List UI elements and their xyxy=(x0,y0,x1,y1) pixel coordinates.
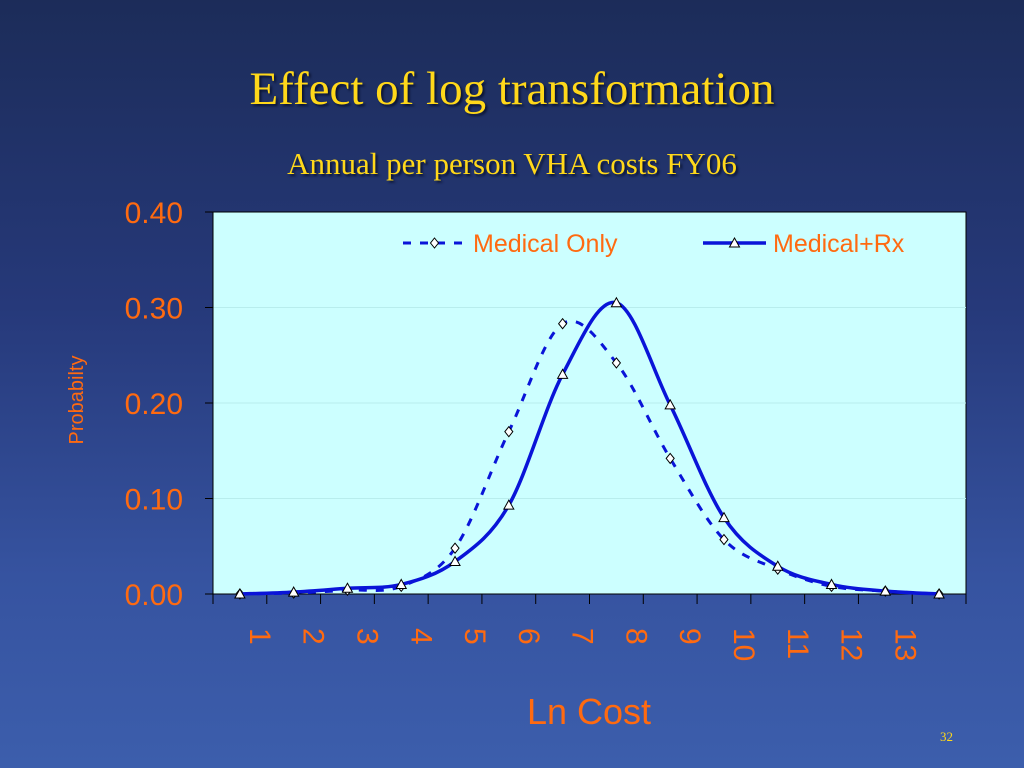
slide-subtitle: Annual per person VHA costs FY06 xyxy=(287,146,737,181)
x-tick-label: 2 xyxy=(297,628,330,645)
data-point-medical-rx xyxy=(502,499,515,510)
data-point-medical-only xyxy=(557,317,568,330)
x-tick-label: 11 xyxy=(781,628,814,659)
data-point-medical-rx xyxy=(664,398,677,410)
data-point-medical-rx xyxy=(234,587,246,599)
data-point-medical-only xyxy=(504,425,514,438)
y-tick-label: 0.30 xyxy=(125,293,183,326)
x-tick-label: 5 xyxy=(458,628,491,645)
x-tick-label: 10 xyxy=(727,628,760,661)
x-tick-label: 9 xyxy=(673,628,706,645)
data-point-medical-rx xyxy=(556,368,569,379)
data-point-medical-rx xyxy=(449,555,461,567)
data-point-medical-rx xyxy=(341,582,354,593)
x-tick-label: 7 xyxy=(566,628,599,645)
x-tick-label: 8 xyxy=(619,628,652,645)
data-point-medical-rx xyxy=(718,511,730,523)
data-point-medical-rx xyxy=(879,585,892,596)
y-tick-label: 0.00 xyxy=(125,579,183,612)
data-point-medical-rx xyxy=(287,586,300,597)
slide-title: Effect of log transformation xyxy=(249,63,775,115)
legend-label-medical-rx: Medical+Rx xyxy=(773,230,905,258)
x-tick-label: 12 xyxy=(835,628,868,661)
x-tick-label: 13 xyxy=(888,628,921,661)
x-tick-label: 3 xyxy=(350,628,383,645)
y-axis-label: Probabilty xyxy=(66,356,88,445)
data-point-medical-rx xyxy=(610,296,623,308)
slide-number: 32 xyxy=(940,729,953,744)
data-point-medical-rx xyxy=(825,578,838,589)
x-axis-label: Ln Cost xyxy=(527,691,651,732)
legend-marker-medical-only xyxy=(429,237,440,249)
x-tick-label: 4 xyxy=(404,628,437,645)
y-tick-label: 0.10 xyxy=(125,484,183,517)
data-point-medical-rx xyxy=(395,578,408,589)
data-point-medical-only xyxy=(450,542,460,554)
x-tick-label: 6 xyxy=(512,628,545,645)
data-point-medical-rx xyxy=(933,587,945,599)
y-tick-label: 0.20 xyxy=(125,388,183,421)
data-point-medical-rx xyxy=(771,560,784,571)
series-line-medical-rx xyxy=(239,300,940,596)
y-tick-label: 0.40 xyxy=(125,197,183,230)
x-tick-label: 1 xyxy=(243,628,276,645)
data-point-medical-only xyxy=(719,533,729,546)
legend-marker-medical-rx xyxy=(728,236,741,248)
legend-label-medical-only: Medical Only xyxy=(473,230,618,258)
data-point-medical-only xyxy=(665,452,675,465)
data-point-medical-only xyxy=(611,357,622,369)
